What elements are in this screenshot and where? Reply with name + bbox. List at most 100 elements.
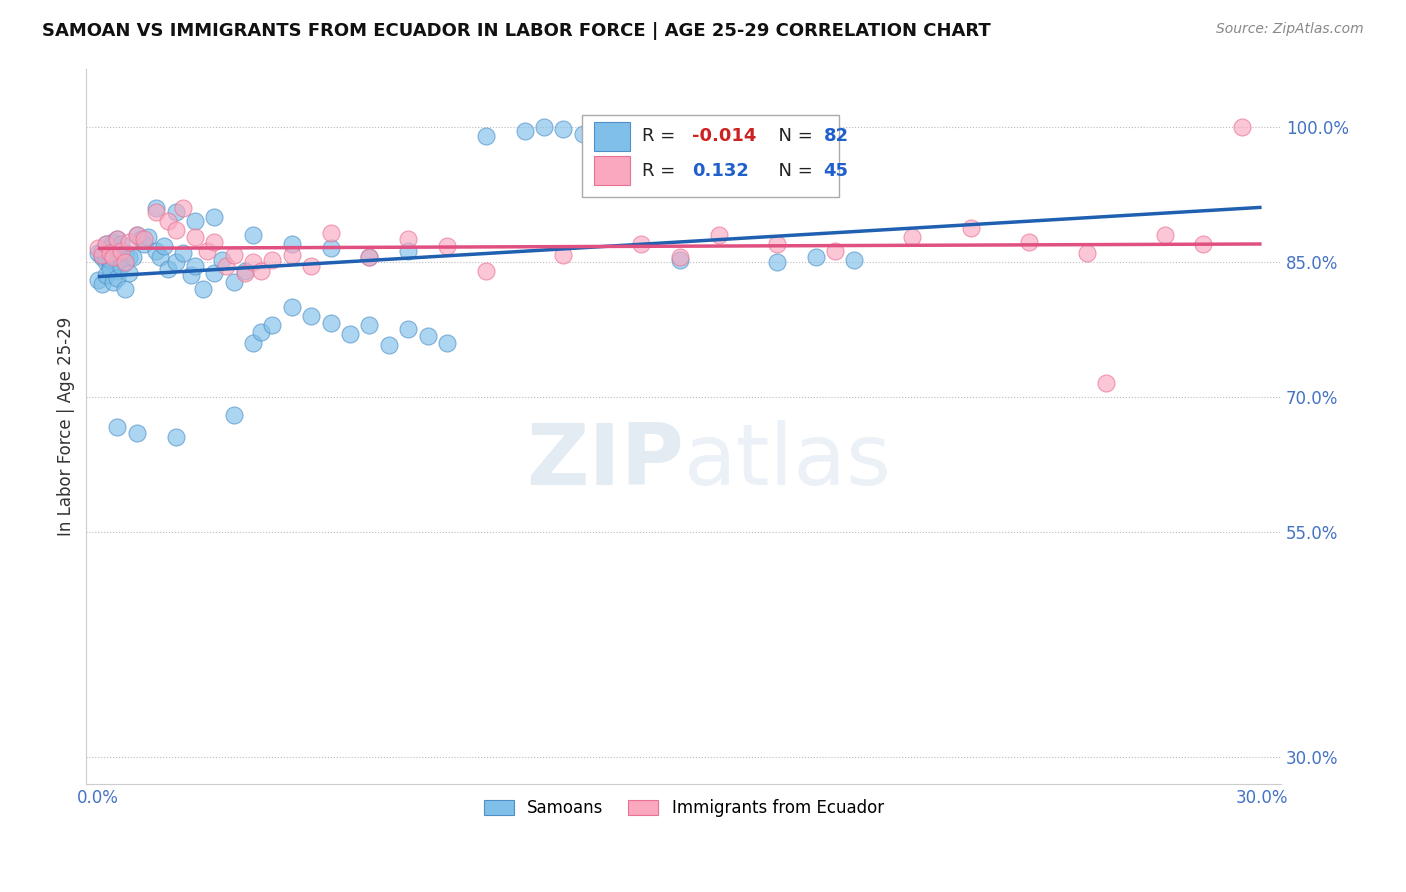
Point	[105, 232, 128, 246]
Point	[359, 251, 381, 265]
Point	[436, 239, 458, 253]
FancyBboxPatch shape	[593, 156, 630, 186]
Point	[319, 242, 342, 256]
Point	[630, 236, 652, 251]
Point	[118, 251, 141, 265]
Point	[180, 268, 202, 283]
Point	[103, 251, 125, 265]
Point	[105, 271, 128, 285]
Point	[378, 337, 401, 351]
Point	[533, 120, 555, 134]
Point	[1018, 235, 1040, 249]
Point	[668, 253, 690, 268]
Point	[281, 236, 304, 251]
Point	[98, 246, 121, 260]
Point	[103, 248, 125, 262]
Point	[94, 255, 117, 269]
Text: N =: N =	[768, 128, 818, 145]
Point	[553, 248, 575, 262]
Point	[90, 277, 112, 292]
Point	[110, 251, 132, 265]
Point	[319, 226, 342, 240]
Point	[87, 242, 110, 256]
Point	[125, 227, 148, 242]
Point	[94, 236, 117, 251]
Point	[250, 325, 273, 339]
Point	[114, 282, 136, 296]
Point	[222, 408, 245, 422]
Point	[98, 262, 121, 277]
Point	[765, 255, 787, 269]
Point	[281, 300, 304, 314]
Point	[149, 251, 172, 265]
Point	[1153, 227, 1175, 242]
Point	[94, 248, 117, 262]
Point	[103, 235, 125, 249]
FancyBboxPatch shape	[593, 122, 630, 151]
Point	[134, 232, 156, 246]
Point	[1230, 120, 1253, 134]
Point	[145, 201, 167, 215]
Point	[396, 244, 419, 259]
Point	[165, 255, 187, 269]
Text: atlas: atlas	[683, 420, 891, 503]
Point	[1192, 236, 1215, 251]
Point	[125, 227, 148, 242]
Point	[110, 260, 132, 274]
Point	[145, 244, 167, 259]
Point	[129, 232, 152, 246]
Point	[134, 236, 156, 251]
Point	[959, 220, 981, 235]
Point	[165, 430, 187, 444]
Point	[1095, 376, 1118, 391]
Point	[153, 239, 176, 253]
Y-axis label: In Labor Force | Age 25-29: In Labor Force | Age 25-29	[58, 317, 75, 536]
Text: SAMOAN VS IMMIGRANTS FROM ECUADOR IN LABOR FORCE | AGE 25-29 CORRELATION CHART: SAMOAN VS IMMIGRANTS FROM ECUADOR IN LAB…	[42, 22, 991, 40]
Point	[202, 235, 225, 249]
Point	[172, 246, 194, 260]
Point	[90, 244, 112, 259]
Point	[118, 266, 141, 280]
Point	[436, 335, 458, 350]
Point	[416, 328, 439, 343]
Point	[202, 210, 225, 224]
Point	[121, 251, 143, 265]
Point	[359, 251, 381, 265]
Point	[90, 251, 112, 265]
Point	[156, 214, 179, 228]
Point	[901, 229, 924, 244]
Point	[110, 244, 132, 259]
Point	[105, 242, 128, 256]
Point	[165, 223, 187, 237]
FancyBboxPatch shape	[582, 115, 839, 197]
Point	[1076, 246, 1098, 260]
Point	[118, 235, 141, 249]
Text: -0.014: -0.014	[692, 128, 756, 145]
Point	[105, 232, 128, 246]
Point	[319, 316, 342, 330]
Point	[211, 253, 233, 268]
Point	[98, 260, 121, 274]
Point	[90, 248, 112, 262]
Point	[571, 127, 593, 141]
Point	[475, 128, 498, 143]
Point	[87, 273, 110, 287]
Point	[98, 242, 121, 256]
Point	[184, 260, 207, 274]
Text: 0.132: 0.132	[692, 161, 749, 180]
Point	[172, 201, 194, 215]
Point	[114, 255, 136, 269]
Point	[339, 326, 361, 341]
Point	[202, 266, 225, 280]
Point	[222, 248, 245, 262]
Point	[668, 251, 690, 265]
Point	[250, 264, 273, 278]
Point	[824, 244, 846, 259]
Point	[299, 309, 322, 323]
Point	[475, 264, 498, 278]
Point	[396, 322, 419, 336]
Point	[222, 275, 245, 289]
Point	[94, 236, 117, 251]
Point	[233, 264, 256, 278]
Point	[114, 255, 136, 269]
